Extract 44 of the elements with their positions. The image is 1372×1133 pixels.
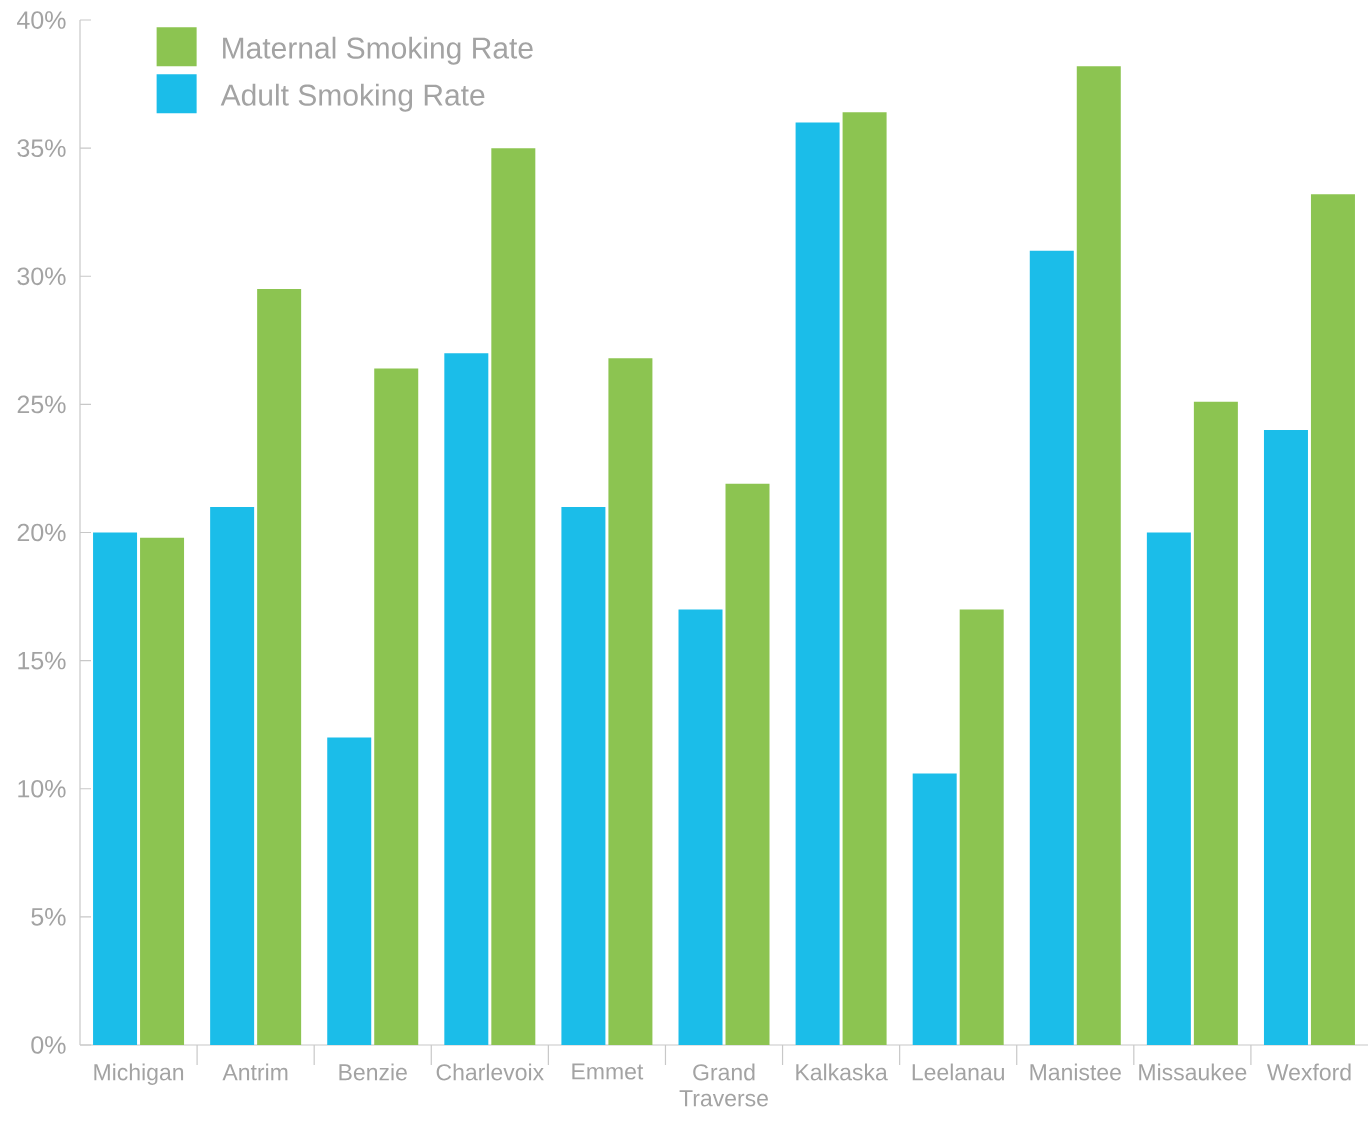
bar bbox=[912, 773, 957, 1045]
y-tick-label: 30% bbox=[17, 267, 66, 286]
bar bbox=[561, 506, 606, 1045]
y-tick-label: 40% bbox=[17, 11, 66, 29]
bar bbox=[1310, 194, 1355, 1045]
bar bbox=[491, 148, 536, 1045]
bar bbox=[327, 737, 372, 1045]
bar bbox=[678, 609, 723, 1045]
bar bbox=[1263, 430, 1308, 1045]
x-tick-label: Grand Traverse bbox=[679, 1063, 768, 1107]
bar bbox=[1193, 401, 1238, 1045]
bar bbox=[842, 112, 887, 1045]
bar bbox=[1146, 532, 1191, 1045]
y-tick-label: 25% bbox=[17, 395, 66, 414]
bar bbox=[93, 532, 138, 1045]
x-tick-label: Antrim bbox=[222, 1063, 288, 1081]
x-tick-label: Benzie bbox=[339, 1063, 407, 1081]
x-tick-label: Charlevoix bbox=[436, 1063, 544, 1081]
x-tick-label: Wexford bbox=[1266, 1063, 1351, 1081]
legend-label: Maternal Smoking Rate bbox=[223, 36, 533, 65]
bar bbox=[210, 506, 255, 1045]
x-tick-label: Michigan bbox=[94, 1063, 184, 1085]
y-tick-label: 15% bbox=[18, 651, 66, 670]
y-tick-label: 35% bbox=[17, 139, 66, 157]
y-tick-label: 20% bbox=[17, 523, 66, 542]
x-tick-label: Missaukee bbox=[1139, 1063, 1247, 1081]
bar bbox=[795, 122, 840, 1045]
legend-label: Adult Smoking Rate bbox=[220, 83, 485, 112]
bar bbox=[959, 609, 1004, 1045]
y-tick-label: 0% bbox=[31, 1036, 66, 1054]
bar bbox=[374, 368, 419, 1045]
y-tick-label: 5% bbox=[31, 908, 66, 926]
x-tick-label: Emmet bbox=[572, 1063, 644, 1080]
bar bbox=[1076, 66, 1121, 1045]
x-tick-label: Manistee bbox=[1030, 1063, 1121, 1081]
bar bbox=[444, 353, 489, 1045]
x-tick-label: Leelanau bbox=[912, 1063, 1004, 1081]
bar bbox=[608, 358, 653, 1045]
x-tick-label: Kalkaska bbox=[796, 1063, 888, 1081]
bar bbox=[140, 537, 185, 1045]
y-tick-label: 10% bbox=[18, 779, 66, 798]
bar bbox=[1029, 250, 1074, 1045]
bar bbox=[257, 289, 302, 1045]
bar bbox=[725, 483, 770, 1045]
